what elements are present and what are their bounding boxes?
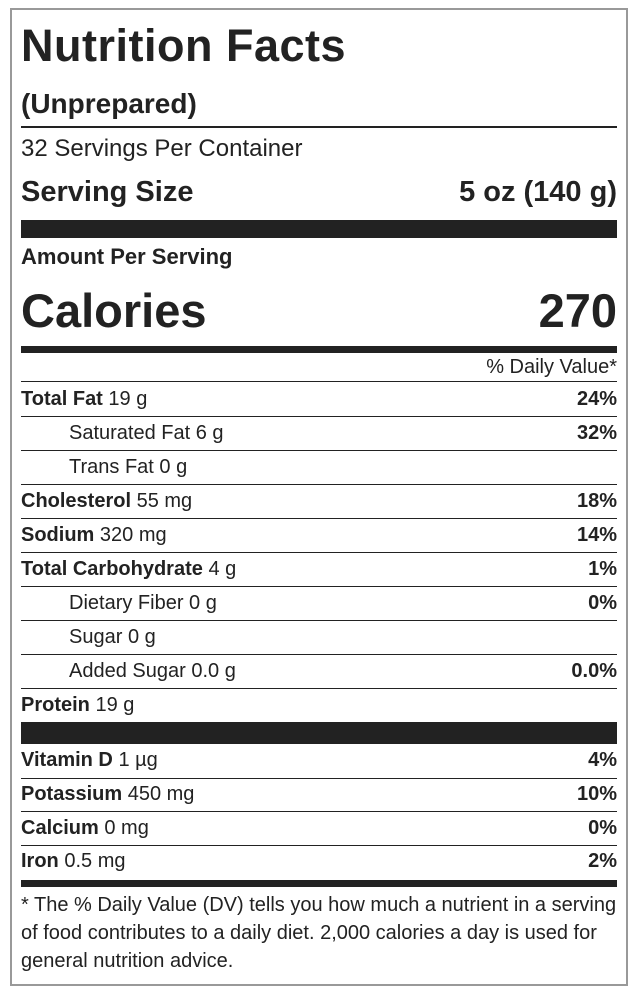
daily-value: 32% bbox=[576, 422, 617, 444]
nutrient-row: Protein 19 g bbox=[21, 688, 617, 722]
nutrient-amount: 0.0 g bbox=[191, 660, 236, 682]
nutrient: Total Carbohydrate 4 g bbox=[21, 558, 236, 581]
divider bbox=[21, 722, 617, 744]
nutrient: Sugar 0 g bbox=[21, 626, 156, 649]
calories-label: Calories bbox=[21, 283, 207, 337]
daily-value: 14% bbox=[576, 524, 617, 546]
divider bbox=[21, 126, 617, 128]
nutrient-row: Calcium 0 mg 0% bbox=[21, 811, 617, 845]
daily-value: 0% bbox=[588, 592, 617, 614]
nutrient-row: Vitamin D 1 µg 4% bbox=[21, 744, 617, 778]
nutrition-label: Nutrition Facts (Unprepared) 32 Servings… bbox=[10, 8, 628, 986]
nutrient-name: Total Carbohydrate bbox=[21, 558, 203, 580]
nutrient-name: Added Sugar bbox=[69, 660, 186, 682]
nutrient: Sodium 320 mg bbox=[21, 524, 167, 547]
nutrient-row: Cholesterol 55 mg 18% bbox=[21, 484, 617, 518]
nutrient: Potassium 450 mg bbox=[21, 783, 194, 806]
nutrient-amount: 1 µg bbox=[118, 749, 158, 772]
nutrient-amount: 0 mg bbox=[104, 816, 149, 839]
nutrient-name: Total Fat bbox=[21, 387, 103, 410]
footnote: * The % Daily Value (DV) tells you how m… bbox=[21, 894, 617, 972]
nutrient-row: Trans Fat 0 g bbox=[21, 450, 617, 484]
nutrient: Vitamin D 1 µg bbox=[21, 749, 158, 772]
nutrient: Total Fat 19 g bbox=[21, 388, 147, 411]
serving-size-label: Serving Size bbox=[21, 175, 194, 208]
daily-value: 2% bbox=[588, 850, 617, 873]
nutrient-amount: 6 g bbox=[195, 422, 224, 444]
nutrient: Protein 19 g bbox=[21, 694, 134, 717]
nutrient-row: Added Sugar 0.0 g 0.0% bbox=[21, 654, 617, 688]
nutrient: Cholesterol 55 mg bbox=[21, 490, 192, 513]
calories: Calories 270 bbox=[21, 276, 617, 344]
nutrient-name: Vitamin D bbox=[21, 749, 113, 772]
serving-size-value: 5 oz (140 g) bbox=[459, 175, 617, 208]
daily-value: 4% bbox=[588, 749, 617, 772]
nutrient-row: Total Carbohydrate 4 g 1% bbox=[21, 552, 617, 586]
nutrient-name: Saturated Fat bbox=[69, 422, 191, 444]
divider bbox=[21, 346, 617, 353]
subtitle: (Unprepared) bbox=[21, 88, 197, 119]
nutrient-row: Sodium 320 mg 14% bbox=[21, 518, 617, 552]
nutrient: Saturated Fat 6 g bbox=[21, 422, 224, 445]
daily-value: 24% bbox=[576, 387, 617, 410]
nutrient-row: Potassium 450 mg 10% bbox=[21, 777, 617, 812]
nutrient-amount: 0.5 mg bbox=[64, 850, 126, 873]
daily-value: 10% bbox=[576, 783, 617, 806]
servings: 32 Servings Per Container bbox=[21, 135, 303, 162]
nutrient: Dietary Fiber 0 g bbox=[21, 592, 217, 615]
daily-value: 1% bbox=[588, 558, 617, 580]
nutrient-name: Sodium bbox=[21, 524, 95, 546]
nutrient-amount: 450 mg bbox=[127, 783, 195, 806]
nutrient-amount: 19 g bbox=[95, 694, 135, 716]
daily-value: 0.0% bbox=[571, 660, 617, 682]
nutrient-row: Dietary Fiber 0 g 0% bbox=[21, 586, 617, 620]
nutrient-name: Potassium bbox=[21, 783, 123, 806]
nutrient-name: Calcium bbox=[21, 816, 99, 839]
nutrient-amount: 19 g bbox=[108, 387, 148, 410]
nutrient-amount: 0 g bbox=[189, 592, 217, 614]
divider bbox=[21, 220, 617, 238]
nutrient-list: Total Fat 19 g 24% Saturated Fat 6 g 32% Tra… bbox=[21, 382, 617, 722]
daily-value: 0% bbox=[588, 816, 617, 839]
nutrient-amount: 320 mg bbox=[99, 524, 167, 546]
title: Nutrition Facts bbox=[21, 20, 347, 71]
nutrient-row: Iron 0.5 mg 2% bbox=[21, 844, 617, 879]
nutrient-name: Cholesterol bbox=[21, 490, 132, 512]
calories-value: 270 bbox=[538, 283, 617, 337]
nutrient-name: Dietary Fiber bbox=[69, 592, 184, 614]
nutrient-name: Protein bbox=[21, 694, 90, 716]
serving-size: Serving Size 5 oz (140 g) bbox=[21, 170, 617, 214]
nutrient-amount: 0 g bbox=[127, 626, 156, 648]
nutrient-name: Trans Fat bbox=[69, 456, 154, 478]
nutrient-row: Saturated Fat 6 g 32% bbox=[21, 416, 617, 450]
daily-value: 18% bbox=[576, 490, 617, 512]
nutrient: Trans Fat 0 g bbox=[21, 456, 187, 479]
nutrient-row: Sugar 0 g bbox=[21, 620, 617, 654]
nutrient-row: Total Fat 19 g 24% bbox=[21, 382, 617, 416]
nutrient-amount: 4 g bbox=[208, 558, 237, 580]
vitamin-list: Vitamin D 1 µg 4% Potassium 450 mg 10% Calci… bbox=[21, 744, 617, 878]
nutrient: Calcium 0 mg bbox=[21, 817, 149, 840]
nutrient-name: Sugar bbox=[69, 626, 123, 648]
daily-value-header: % Daily Value* bbox=[21, 353, 617, 382]
nutrient-name: Iron bbox=[21, 850, 59, 873]
nutrient: Iron 0.5 mg bbox=[21, 850, 126, 873]
amount-per-serving: Amount Per Serving bbox=[21, 244, 233, 269]
nutrient-amount: 55 mg bbox=[136, 490, 193, 512]
divider bbox=[21, 880, 617, 887]
nutrient: Added Sugar 0.0 g bbox=[21, 660, 236, 683]
nutrient-amount: 0 g bbox=[159, 456, 188, 478]
